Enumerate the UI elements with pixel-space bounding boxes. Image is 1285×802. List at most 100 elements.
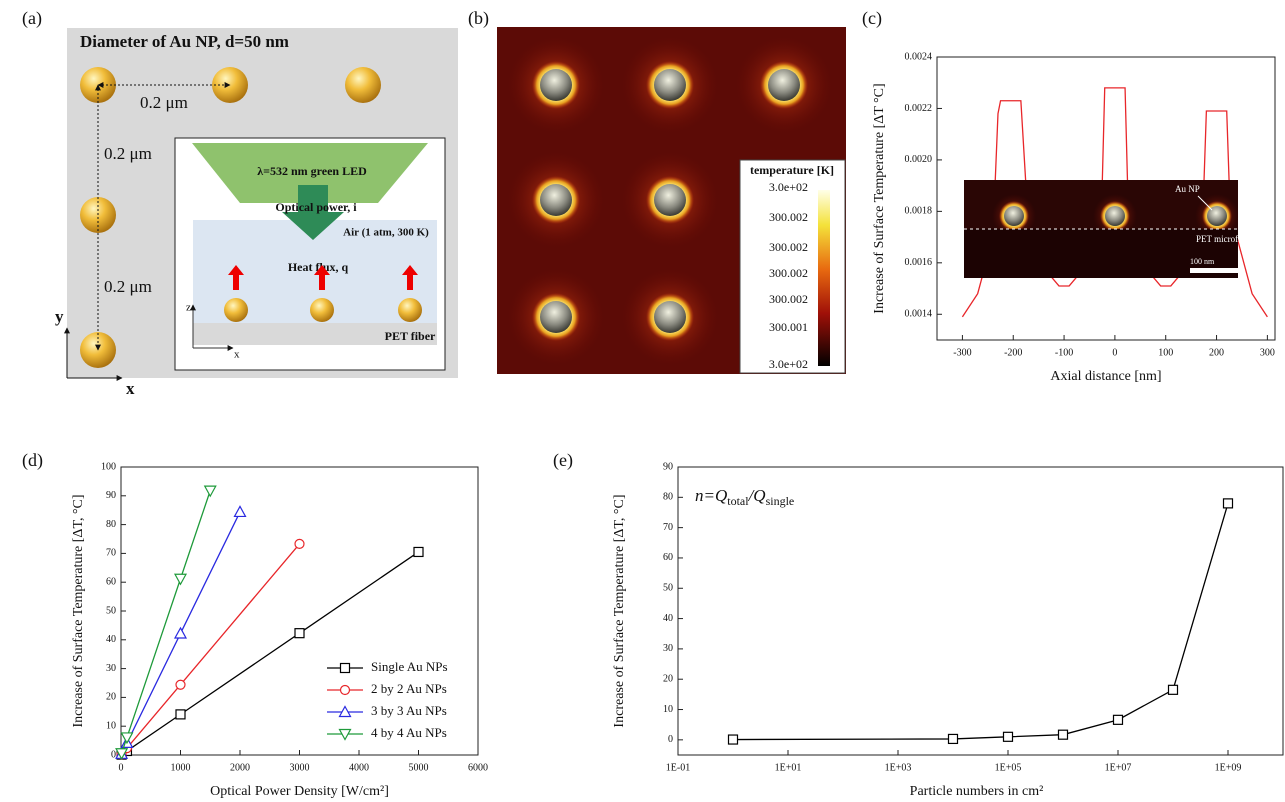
y-tick-label: 80 bbox=[106, 519, 116, 530]
inset-label: PET microfiber bbox=[1196, 234, 1252, 244]
x-tick-label: 1E+03 bbox=[885, 762, 912, 773]
scale-bar bbox=[1190, 268, 1240, 273]
nanoparticle bbox=[345, 67, 381, 103]
x-tick-label: 5000 bbox=[409, 762, 429, 773]
y-tick-label: 20 bbox=[106, 692, 116, 703]
hot-particle bbox=[622, 37, 718, 133]
x-tick-label: -300 bbox=[953, 347, 971, 358]
x-axis-label: Optical Power Density [W/cm²] bbox=[210, 784, 389, 799]
legend-label: Single Au NPs bbox=[371, 659, 448, 674]
y-tick-label: 0.0022 bbox=[905, 103, 933, 114]
hot-particle bbox=[508, 152, 604, 248]
data-point bbox=[1004, 732, 1013, 741]
legend-marker bbox=[341, 686, 350, 695]
x-tick-label: 100 bbox=[1158, 347, 1173, 358]
colorbar-label: 300.002 bbox=[769, 266, 808, 280]
spacing-label: 0.2 μm bbox=[104, 144, 152, 163]
figure: (a) (b) (c) (d) (e) Diameter of Au NP, d… bbox=[0, 0, 1285, 802]
x-tick-label: 4000 bbox=[349, 762, 369, 773]
colorbar-title: temperature [K] bbox=[750, 163, 834, 177]
data-point bbox=[176, 710, 185, 719]
data-point bbox=[1169, 685, 1178, 694]
hot-particle bbox=[622, 152, 718, 248]
y-tick-label: 50 bbox=[106, 605, 116, 616]
axis-name: z bbox=[186, 302, 191, 314]
y-tick-label: 40 bbox=[106, 634, 116, 645]
x-tick-label: 1E+09 bbox=[1215, 762, 1242, 773]
inset-label: 100 nm bbox=[1190, 257, 1215, 266]
data-point bbox=[235, 506, 246, 516]
x-tick-label: 1000 bbox=[171, 762, 191, 773]
y-tick-label: 100 bbox=[101, 461, 116, 472]
hot-particle bbox=[622, 269, 718, 365]
hot-particle bbox=[508, 37, 604, 133]
panel-label: (a) bbox=[22, 8, 42, 29]
colorbar-label: 300.001 bbox=[769, 320, 808, 334]
y-tick-label: 50 bbox=[663, 583, 673, 594]
data-point bbox=[295, 629, 304, 638]
series-line bbox=[733, 503, 1228, 739]
x-tick-label: -200 bbox=[1004, 347, 1022, 358]
axis-name: x bbox=[126, 379, 135, 398]
x-tick-label: 200 bbox=[1209, 347, 1224, 358]
data-point bbox=[176, 680, 185, 689]
x-tick-label: 1E+01 bbox=[775, 762, 802, 773]
y-tick-label: 70 bbox=[663, 522, 673, 533]
plot-frame bbox=[678, 467, 1283, 755]
y-tick-label: 0.0014 bbox=[905, 309, 933, 320]
panel-label: (e) bbox=[553, 450, 573, 471]
x-tick-label: 3000 bbox=[290, 762, 310, 773]
y-tick-label: 70 bbox=[106, 548, 116, 559]
inset-label: Air bbox=[1248, 214, 1260, 224]
y-tick-label: 10 bbox=[106, 720, 116, 731]
y-tick-label: 0.0024 bbox=[905, 51, 933, 62]
x-tick-label: -100 bbox=[1055, 347, 1073, 358]
data-point bbox=[1059, 730, 1068, 739]
data-point bbox=[175, 574, 186, 584]
y-tick-label: 0.0020 bbox=[905, 154, 933, 165]
panel-a: Diameter of Au NP, d=50 nm 0.2 μm 0.2 μm… bbox=[55, 28, 458, 398]
y-tick-label: 60 bbox=[663, 552, 673, 563]
y-axis-label: Increase of Surface Temperature [ΔT °C] bbox=[872, 83, 887, 313]
data-point bbox=[729, 735, 738, 744]
x-tick-label: 0 bbox=[1112, 347, 1117, 358]
legend-label: 3 by 3 Au NPs bbox=[371, 703, 447, 718]
y-axis-label: Increase of Surface Temperature [ΔT, °C] bbox=[612, 494, 627, 727]
x-tick-label: 2000 bbox=[230, 762, 250, 773]
series-line bbox=[122, 491, 211, 754]
y-tick-label: 30 bbox=[106, 663, 116, 674]
y-axis-label: Increase of Surface Temperature [ΔT, °C] bbox=[71, 494, 86, 727]
power-label: Optical power, i bbox=[275, 200, 357, 214]
inset-label: Au NP bbox=[1175, 184, 1200, 194]
panel-label: (c) bbox=[862, 8, 882, 29]
spacing-label: 0.2 μm bbox=[140, 93, 188, 112]
data-point bbox=[414, 547, 423, 556]
x-tick-label: 300 bbox=[1260, 347, 1275, 358]
annotation-part: /Q bbox=[748, 486, 766, 505]
hot-particle bbox=[508, 269, 604, 365]
data-point bbox=[1114, 715, 1123, 724]
colorbar-label: 300.002 bbox=[769, 240, 808, 254]
annotation: n=Qtotal/Qsingle bbox=[695, 486, 794, 508]
spacing-label: 0.2 μm bbox=[104, 277, 152, 296]
legend-label: 4 by 4 Au NPs bbox=[371, 725, 447, 740]
data-point bbox=[175, 628, 186, 638]
data-point bbox=[949, 734, 958, 743]
hot-particle bbox=[736, 37, 832, 133]
data-point bbox=[1224, 499, 1233, 508]
nanoparticle bbox=[224, 298, 248, 322]
annotation-part: n=Q bbox=[695, 486, 727, 505]
source-label: λ=532 nm green LED bbox=[257, 164, 367, 178]
y-tick-label: 0.0016 bbox=[905, 257, 933, 268]
data-point bbox=[121, 733, 132, 743]
y-tick-label: 90 bbox=[106, 490, 116, 501]
colorbar-label: 300.002 bbox=[769, 210, 808, 224]
y-tick-label: 40 bbox=[663, 613, 673, 624]
nanoparticle bbox=[310, 298, 334, 322]
legend-label: 2 by 2 Au NPs bbox=[371, 681, 447, 696]
panel-label: (b) bbox=[468, 8, 489, 29]
x-tick-label: 1E-01 bbox=[666, 762, 690, 773]
annotation-subscript: total bbox=[727, 494, 749, 508]
axis-name: y bbox=[55, 307, 64, 326]
y-tick-label: 60 bbox=[106, 576, 116, 587]
